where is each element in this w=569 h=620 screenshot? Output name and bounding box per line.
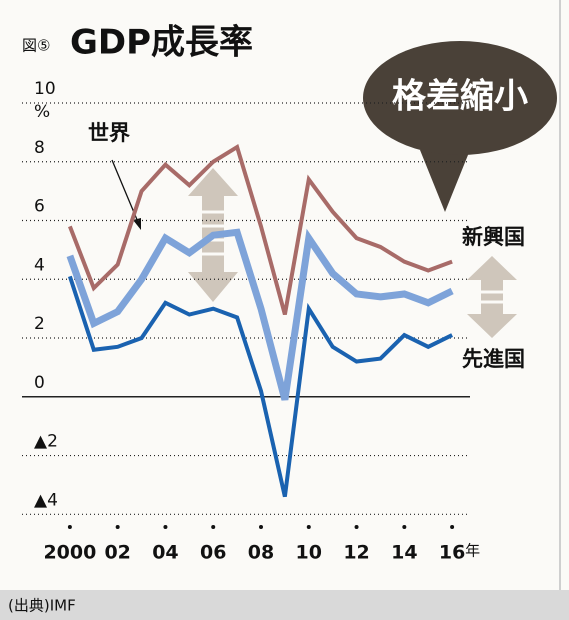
x-tick-dot [163,525,168,529]
y-tick-label: ▲2 [34,432,58,452]
series-line [68,144,453,316]
series-label: 世界 [88,121,130,145]
y-tick-label: ▲4 [34,490,58,510]
series-line [66,228,454,401]
y-tick-label: 2 [34,314,45,334]
y-tick-label: 8 [34,138,45,158]
x-tick-label: 2000 [43,542,96,564]
figure-label: 図⑤ [22,37,50,55]
series-label: 新興国 [462,225,525,249]
x-tick-dot [259,525,263,529]
x-tick-label: 16 [439,542,465,564]
callout: 格差縮小 [392,77,528,117]
bubble-tail [420,150,470,212]
x-tick-dot [402,525,407,529]
x-tick-label: 14 [391,542,417,564]
x-tick-dot [115,525,120,529]
arrow-stripes [200,210,505,304]
x-tick-dot [354,525,359,529]
x-tick-dot [450,525,455,529]
source-bar [0,590,569,620]
source: (出典)IMF [8,597,76,615]
x-tick-label: 02 [104,542,130,564]
x-tick-label: 10 [296,542,322,564]
x-tick-label: 12 [343,542,369,564]
y-tick-label: 6 [34,197,45,217]
bubble [363,41,557,155]
series-label: 先進国 [462,347,525,371]
x-tick-dot [306,525,311,529]
x-tick-label: 08 [248,542,274,564]
x-tick-dot [67,525,72,529]
y-unit: % [34,102,50,122]
x-tick-label: 04 [152,542,178,564]
y-tick-label: 0 [34,373,45,393]
chart-title: GDP成長率 [70,23,253,63]
x-tick-label: 06 [200,542,226,564]
series-line [67,275,453,498]
x-unit: 年 [465,542,480,560]
x-tick-dot [211,525,216,529]
y-tick-label: 4 [34,255,45,275]
y-tick-label: 10 [34,79,56,99]
